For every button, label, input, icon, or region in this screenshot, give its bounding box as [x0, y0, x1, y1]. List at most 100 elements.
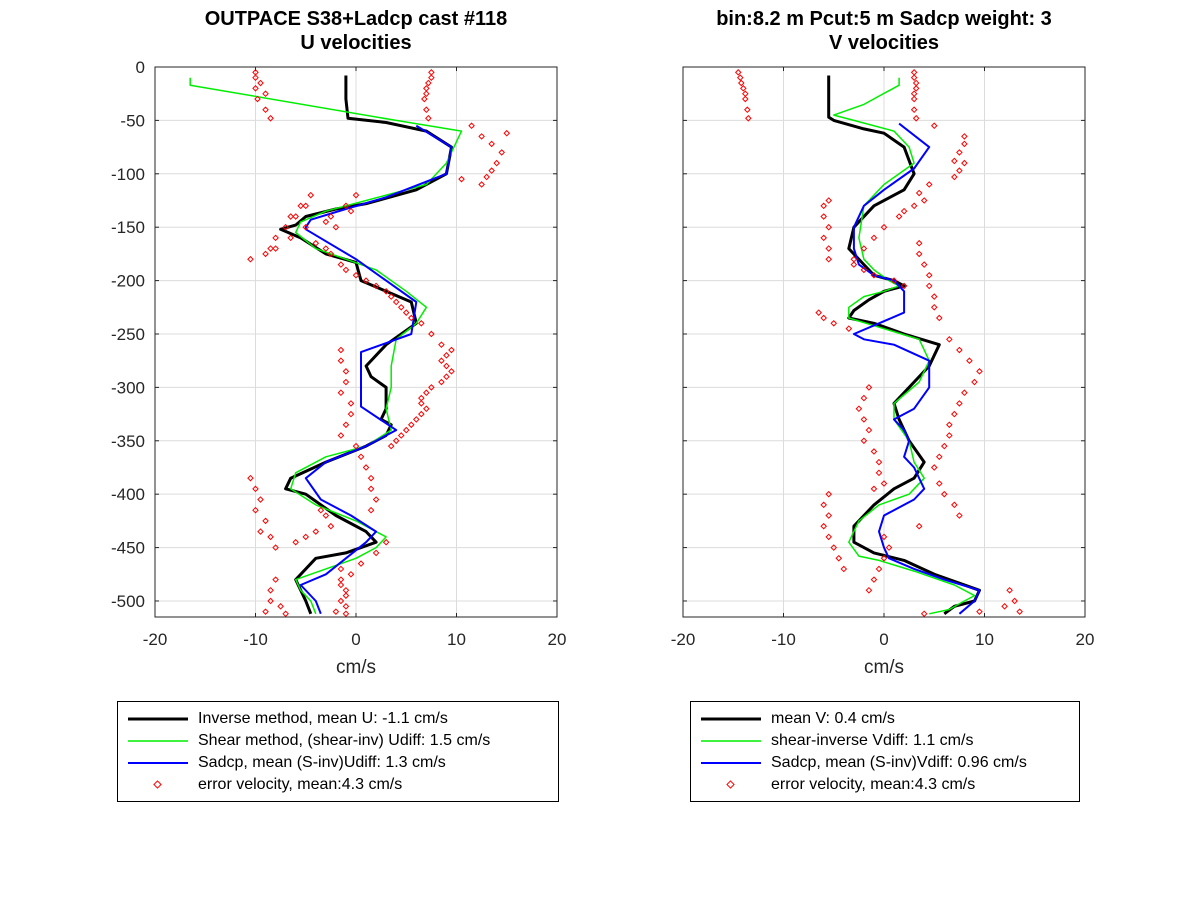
right-error-point — [925, 271, 933, 279]
right-error-point — [956, 400, 963, 407]
left-error-point — [337, 261, 345, 268]
right-error-point — [734, 69, 742, 76]
right-error-point — [870, 271, 878, 279]
right-error-point — [915, 189, 923, 197]
legend-shear-label: Shear method, (shear-inv) Udiff: 1.5 cm/… — [198, 732, 491, 749]
left-error-point — [342, 610, 350, 618]
left-error-point — [418, 410, 425, 418]
left-error-point — [423, 106, 430, 114]
left-error-point — [342, 603, 350, 610]
legend-shear-line-icon — [701, 740, 761, 742]
right-error-point — [935, 453, 943, 461]
left-error-point — [292, 213, 300, 220]
left-error-point — [357, 560, 365, 567]
right-error-point — [956, 346, 963, 354]
left-error-point — [362, 277, 370, 284]
right-error-point — [860, 266, 868, 274]
legend-item-shear: Shear method, (shear-inv) Udiff: 1.5 cm/… — [118, 730, 558, 752]
left-error-point — [302, 202, 310, 210]
right-error-point — [961, 159, 968, 167]
left-error-point — [423, 389, 430, 397]
legend-inverse-line-icon — [701, 717, 761, 721]
legend-inverse-line-icon — [128, 717, 188, 721]
right-x-tick-label: 20 — [1076, 630, 1095, 649]
right-error-point — [830, 320, 838, 327]
left-error-point — [412, 416, 420, 423]
left-error-point — [392, 298, 400, 306]
right-error-point — [925, 181, 933, 188]
right-x-tick-label: -10 — [771, 630, 796, 649]
left-error-point — [282, 223, 289, 231]
right-error-point — [951, 157, 958, 165]
left-error-point — [262, 250, 269, 258]
left-error-point — [332, 608, 340, 615]
right-error-point — [940, 490, 948, 498]
right-error-point — [925, 282, 933, 290]
left-error-point — [272, 234, 279, 242]
left-error-point — [254, 95, 261, 103]
left-y-tick-label: -150 — [111, 218, 145, 237]
right-error-point — [961, 389, 968, 397]
left-error-point — [387, 293, 395, 300]
right-error-point — [825, 255, 833, 263]
right-error-point — [946, 432, 953, 439]
left-error-point — [277, 603, 284, 610]
left-legend: Inverse method, mean U: -1.1 cm/s Shear … — [117, 701, 559, 802]
right-error-point — [1011, 597, 1018, 605]
left-error-point — [267, 114, 274, 122]
left-error-point — [297, 202, 305, 210]
right-error-point — [1016, 608, 1023, 615]
left-error-point — [418, 400, 425, 407]
right-error-point — [744, 106, 751, 114]
legend-item-sadcp: Sadcp, mean (S-inv)Udiff: 1.3 cm/s — [118, 752, 558, 774]
left-error-point — [337, 597, 345, 605]
right-error-point — [820, 522, 828, 530]
left-error-point — [347, 400, 355, 407]
legend-item-sadcp: Sadcp, mean (S-inv)Vdiff: 0.96 cm/s — [691, 752, 1079, 774]
right-error-point — [820, 234, 828, 242]
left-error-point — [407, 421, 415, 429]
right-error-point — [915, 522, 923, 530]
left-error-point — [347, 410, 355, 418]
left-chart-title: OUTPACE S38+Ladcp cast #118 U velocities — [155, 7, 557, 55]
left-y-tick-label: -200 — [111, 272, 145, 291]
legend-shear-label: shear-inverse Vdiff: 1.1 cm/s — [771, 732, 974, 749]
left-error-point — [438, 378, 445, 386]
right-error-point — [880, 480, 888, 487]
right-error-point — [930, 464, 938, 471]
left-error-point — [272, 245, 279, 252]
right-error-point — [961, 133, 968, 140]
right-error-point — [825, 245, 833, 252]
right-error-point — [739, 85, 747, 92]
left-x-tick-label: 0 — [351, 630, 360, 649]
right-error-point — [737, 79, 745, 87]
right-error-point — [976, 368, 983, 375]
right-error-point — [820, 202, 828, 210]
right-error-point — [900, 282, 908, 290]
right-error-point — [961, 140, 968, 148]
right-error-point — [935, 314, 943, 322]
right-error-point — [820, 501, 828, 509]
left-inverse-line — [279, 75, 453, 615]
left-error-point — [337, 357, 345, 364]
right-error-point — [825, 512, 833, 519]
right-error-point — [895, 213, 903, 220]
right-error-point — [910, 202, 918, 210]
right-error-point — [912, 85, 920, 92]
right-error-point — [1006, 586, 1013, 594]
right-error-point — [845, 325, 853, 332]
left-error-point — [337, 581, 345, 589]
left-error-point — [267, 597, 274, 605]
left-error-point — [287, 213, 294, 220]
left-error-point — [443, 373, 450, 381]
left-error-point — [272, 576, 279, 583]
legend-inverse-label: Inverse method, mean U: -1.1 cm/s — [198, 710, 448, 727]
right-x-tick-label: 0 — [879, 630, 888, 649]
left-error-point — [425, 79, 432, 87]
right-error-point — [870, 234, 878, 242]
left-error-point — [367, 506, 375, 514]
right-error-point — [966, 357, 973, 364]
right-x-axis-label: cm/s — [864, 657, 904, 678]
right-error-point — [860, 394, 868, 402]
